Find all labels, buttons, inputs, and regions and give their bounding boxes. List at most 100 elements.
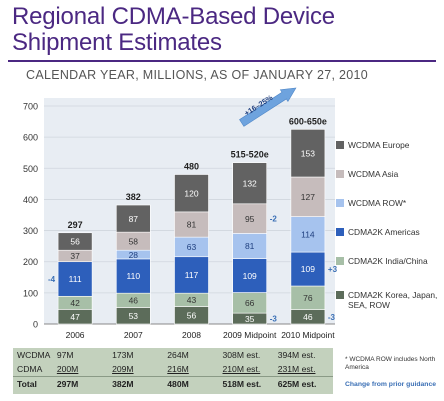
bar-segment bbox=[57, 261, 93, 297]
bar-value-label: 110 bbox=[127, 271, 141, 281]
bar-total-label: 600-650e bbox=[289, 116, 327, 126]
bar-value-label: 56 bbox=[187, 310, 197, 320]
guidance-note: Change from prior guidance bbox=[345, 381, 437, 388]
table-cell: 264M bbox=[167, 350, 189, 360]
table-cell: 625M est. bbox=[277, 376, 333, 391]
bar-value-label: 153 bbox=[301, 148, 315, 158]
bar-value-label: 109 bbox=[301, 264, 315, 274]
y-tick-label: 200 bbox=[23, 257, 38, 267]
change-marker: +3 bbox=[328, 265, 338, 274]
bar-value-label: 87 bbox=[129, 214, 139, 224]
bar-segment bbox=[232, 258, 267, 293]
chart-subtitle: CALENDAR YEAR, MILLIONS, AS OF JANUARY 2… bbox=[26, 68, 369, 82]
table-cell: 210M est. bbox=[222, 364, 261, 374]
bar-value-label: 120 bbox=[184, 188, 198, 198]
bar-value-label: 35 bbox=[245, 314, 255, 324]
shipment-summary-table: WCDMA 97M 173M 264M 308M est. 394M est. CDMA 20… bbox=[13, 348, 333, 394]
bar-segment bbox=[290, 251, 326, 287]
table-cell: 200M bbox=[56, 364, 79, 374]
bar-value-label: 76 bbox=[303, 293, 313, 303]
y-tick-label: 300 bbox=[23, 226, 38, 236]
bar-total-label: 382 bbox=[126, 192, 141, 202]
bar-value-label: 127 bbox=[301, 192, 315, 202]
table-cell: 173M bbox=[112, 350, 134, 360]
stacked-bar-chart: 0 100 200 300 400 500 600 700 47 42 111 37 56 53 46 110… bbox=[23, 87, 338, 340]
bar-total-label: 515-520e bbox=[231, 150, 269, 160]
bar-value-label: 56 bbox=[70, 237, 80, 247]
bar-total-label: 297 bbox=[68, 220, 83, 230]
bar-value-label: 46 bbox=[303, 312, 313, 322]
table-row: CDMA 200M 209M 216M 210M est. 231M est. bbox=[13, 362, 333, 377]
bar-value-label: 114 bbox=[301, 230, 315, 240]
x-tick-label: 2010 Midpoint bbox=[281, 330, 335, 340]
bar-segment bbox=[174, 211, 209, 238]
x-tick-label: 2008 bbox=[182, 330, 201, 340]
change-marker: -3 bbox=[328, 313, 336, 322]
table-row-label: Total bbox=[13, 376, 57, 391]
table-cell: 97M bbox=[56, 350, 74, 360]
table-cell: 297M bbox=[56, 376, 113, 391]
change-marker: -4 bbox=[48, 275, 56, 284]
bar-value-label: 95 bbox=[245, 214, 255, 224]
bar-segment bbox=[290, 216, 326, 253]
x-tick-label: 2006 bbox=[66, 330, 85, 340]
x-tick-label: 2007 bbox=[124, 330, 143, 340]
bar-value-label: 43 bbox=[187, 295, 197, 305]
legend-label: WCDMA Asia bbox=[348, 169, 399, 179]
bar-value-label: 47 bbox=[70, 312, 80, 322]
change-marker: -3 bbox=[270, 315, 278, 324]
page-title: Regional CDMA-Based Device Shipment Esti… bbox=[12, 3, 335, 56]
bar-segment bbox=[116, 258, 151, 294]
table-cell: 308M est. bbox=[222, 350, 261, 360]
bar-value-label: 28 bbox=[129, 250, 139, 260]
legend-swatch bbox=[336, 199, 344, 207]
summary-table: WCDMA 97M 173M 264M 308M est. 394M est. CDMA 20… bbox=[13, 348, 333, 391]
y-tick-label: 500 bbox=[23, 164, 38, 174]
bar-segment bbox=[116, 204, 151, 233]
legend-swatch bbox=[336, 228, 344, 236]
table-row: WCDMA 97M 173M 264M 308M est. 394M est. bbox=[13, 348, 333, 362]
y-tick-label: 600 bbox=[23, 133, 38, 143]
legend-swatch bbox=[336, 291, 344, 299]
bar-value-label: 46 bbox=[129, 296, 139, 306]
bar-segment bbox=[232, 233, 267, 259]
bar-value-label: 63 bbox=[187, 242, 197, 252]
footnote: * WCDMA ROW includes North America bbox=[345, 356, 436, 371]
y-tick-label: 0 bbox=[33, 320, 38, 330]
table-cell: 394M est. bbox=[277, 350, 316, 360]
bar-value-label: 58 bbox=[129, 236, 139, 246]
bar-segment bbox=[174, 174, 209, 213]
y-tick-label: 700 bbox=[23, 102, 38, 112]
legend-label: WCDMA ROW* bbox=[348, 198, 407, 208]
bar-segment bbox=[290, 176, 326, 217]
table-cell: 518M est. bbox=[222, 376, 278, 391]
bar-value-label: 53 bbox=[129, 311, 139, 321]
table-cell: 216M bbox=[167, 364, 189, 374]
legend-label: CDMA2K India/China bbox=[348, 256, 428, 266]
table-cell: 231M est. bbox=[277, 364, 316, 374]
table-cell: 209M bbox=[112, 364, 134, 374]
bar-value-label: 132 bbox=[243, 178, 257, 188]
y-tick-label: 400 bbox=[23, 195, 38, 205]
legend-swatch bbox=[336, 257, 344, 265]
bar-value-label: 37 bbox=[70, 251, 80, 261]
legend-label: CDMA2K Korea, Japan, SEA, ROW bbox=[348, 290, 438, 310]
bar-value-label: 109 bbox=[243, 271, 257, 281]
x-tick-label: 2009 Midpoint bbox=[223, 330, 277, 340]
bar-total-label: 480 bbox=[184, 162, 199, 172]
title-divider bbox=[8, 60, 436, 62]
bar-value-label: 81 bbox=[187, 220, 197, 230]
legend-label: WCDMA Europe bbox=[348, 140, 410, 150]
y-tick-label: 100 bbox=[23, 288, 38, 298]
table-row-label: CDMA bbox=[17, 364, 43, 374]
table-cell: 480M bbox=[167, 376, 223, 391]
table-row: Total 297M 382M 480M 518M est. 625M est. bbox=[13, 376, 333, 391]
bar-value-label: 81 bbox=[245, 241, 255, 251]
bar-value-label: 42 bbox=[70, 298, 80, 308]
legend-swatch bbox=[336, 141, 344, 149]
bar-value-label: 66 bbox=[245, 298, 255, 308]
bar-segment bbox=[290, 129, 326, 178]
legend-label: CDMA2K Americas bbox=[348, 227, 420, 237]
table-row-label: WCDMA bbox=[17, 350, 51, 360]
legend-swatch bbox=[336, 170, 344, 178]
